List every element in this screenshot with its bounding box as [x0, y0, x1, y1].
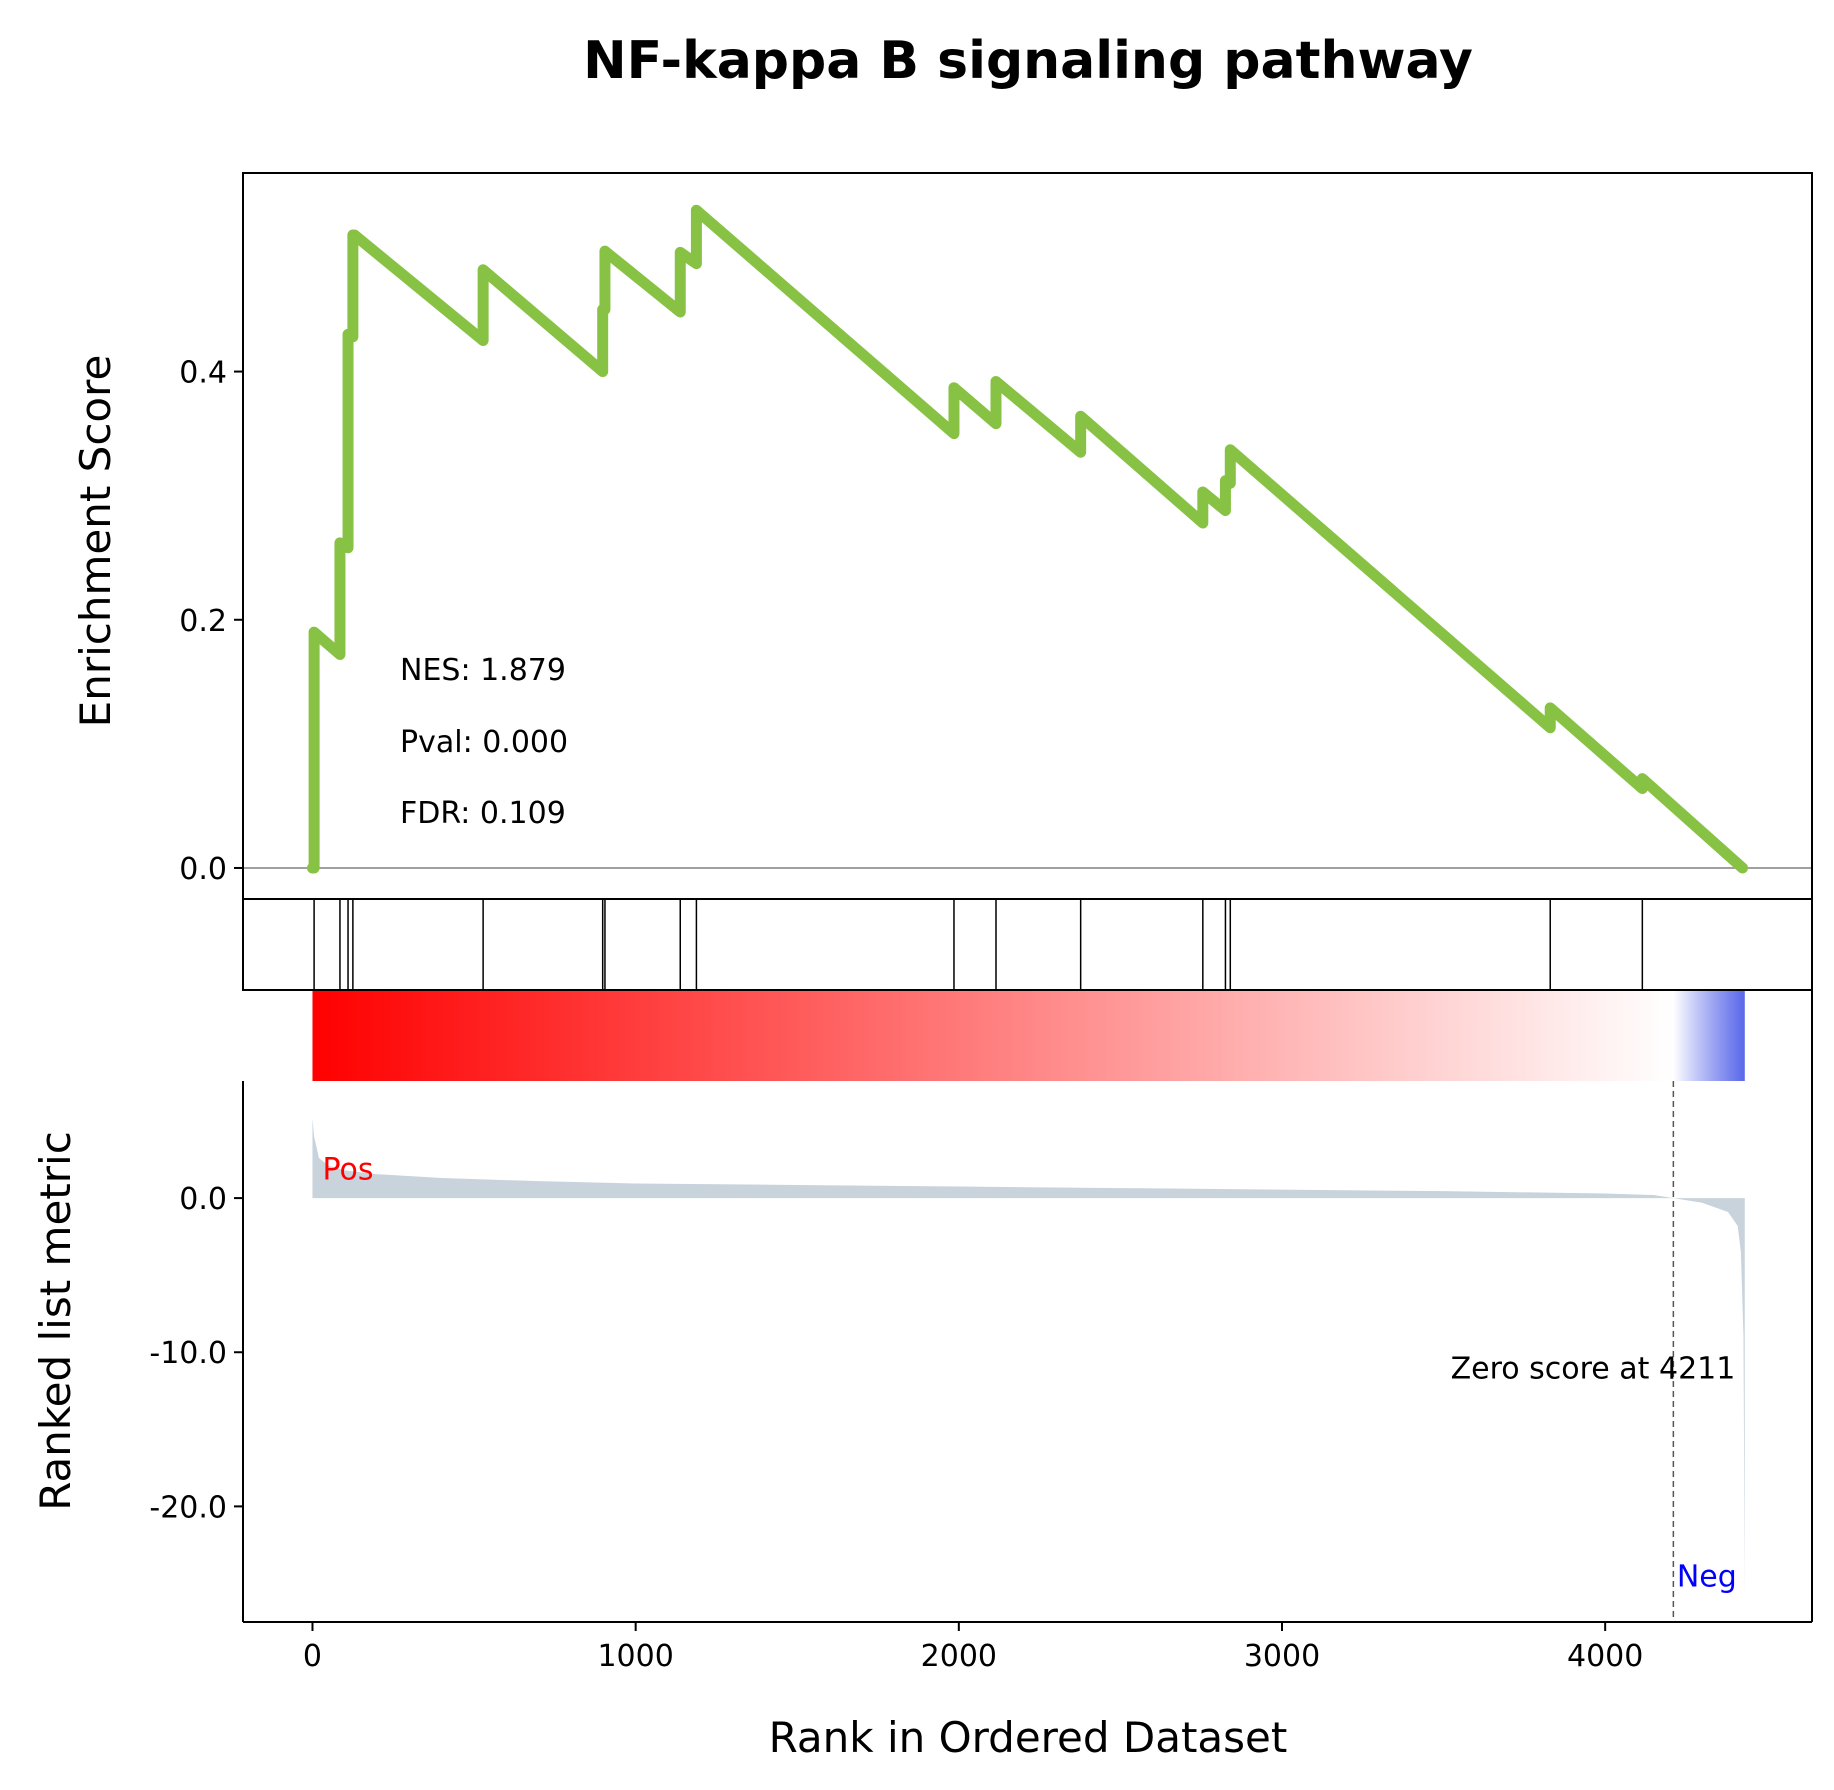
pos-label: Pos [322, 1153, 373, 1188]
es-y-tick-label: 0.4 [179, 356, 227, 391]
rank-y-tick-label: 0.0 [179, 1182, 227, 1217]
rank-y-tick-label: -20.0 [149, 1490, 227, 1525]
es-y-tick-label: 0.0 [179, 852, 227, 887]
x-axis: 0 1000 2000 3000 4000 [303, 1622, 1643, 1674]
x-tick-label: 1000 [597, 1639, 673, 1674]
x-tick-label: 3000 [1244, 1639, 1320, 1674]
nes-stat: NES: 1.879 [400, 653, 566, 688]
x-tick-label: 0 [303, 1639, 322, 1674]
es-y-tick-label: 0.2 [179, 604, 227, 639]
x-tick-label: 4000 [1567, 1639, 1643, 1674]
zero-score-label: Zero score at 4211 [1451, 1351, 1736, 1386]
hits-panel-frame [242, 898, 1813, 991]
x-axis-label: Rank in Ordered Dataset [769, 1713, 1288, 1762]
enrichment-score-axis-label: Enrichment Score [71, 355, 120, 728]
rank-color-gradient [312, 991, 1745, 1081]
fdr-stat: FDR: 0.109 [400, 796, 566, 831]
chart-title: NF-kappa B signaling pathway [583, 31, 1473, 91]
ranked-metric-panel: Pos Neg Zero score at 4211 0.0 -10.0 -20.0… [31, 989, 1813, 1623]
ranked-metric-axis-label: Ranked list metric [31, 1131, 80, 1511]
rank-y-tick-label: -10.0 [149, 1336, 227, 1371]
neg-label: Neg [1677, 1560, 1737, 1595]
enrichment-score-line [306, 204, 1749, 874]
gene-hits-panel [242, 898, 1813, 991]
x-tick-label: 2000 [921, 1639, 997, 1674]
pval-stat: Pval: 0.000 [400, 725, 568, 760]
enrichment-score-panel: 0.0 0.2 0.4 Enrichment Score NES: 1.879 Pv… [71, 172, 1813, 900]
